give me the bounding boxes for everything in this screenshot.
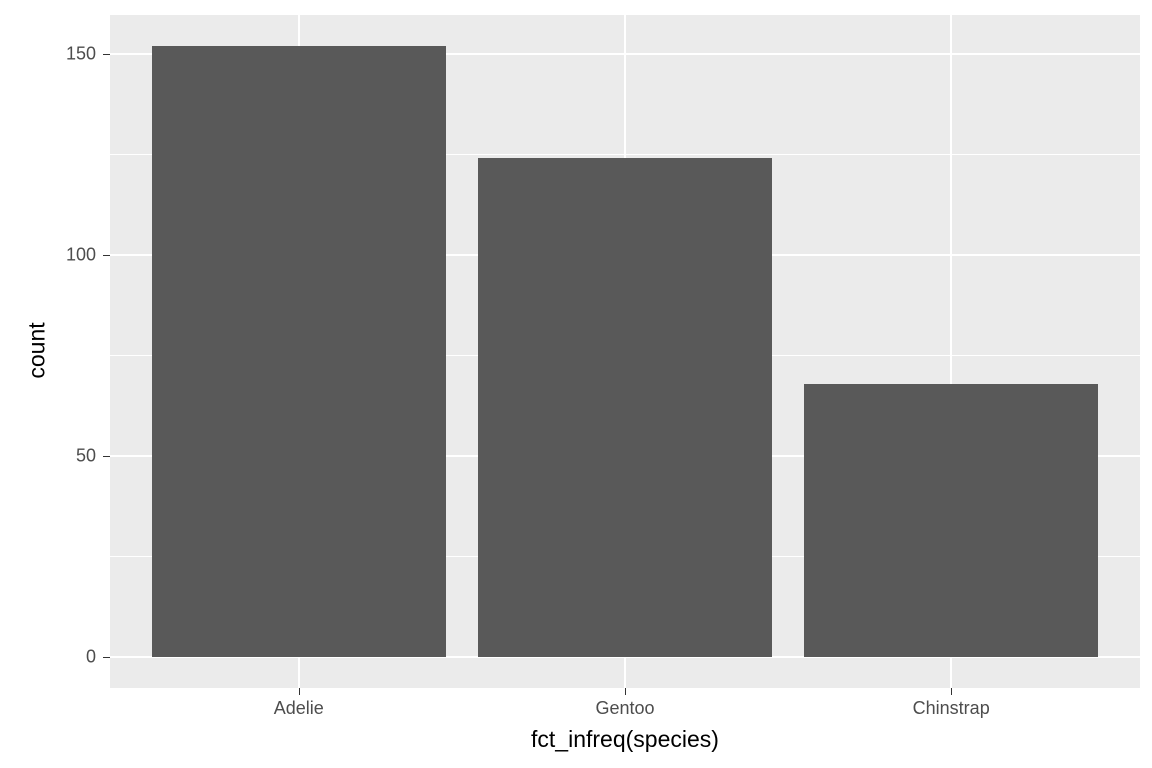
y-tick-mark [103, 456, 110, 457]
x-tick-label: Gentoo [595, 698, 654, 719]
y-tick-label: 100 [0, 244, 96, 265]
y-tick-mark [103, 657, 110, 658]
plot-panel [110, 15, 1140, 688]
bar [152, 46, 446, 658]
bar [478, 158, 772, 657]
x-tick-mark [625, 688, 626, 695]
y-tick-label: 0 [0, 647, 96, 668]
x-axis-title: fct_infreq(species) [110, 726, 1140, 753]
y-axis-title: count [24, 320, 51, 380]
bar-chart: count fct_infreq(species) 0 50 100 150 Adeli… [0, 0, 1152, 768]
y-tick-label: 150 [0, 43, 96, 64]
x-tick-mark [951, 688, 952, 695]
bar [804, 384, 1098, 658]
x-tick-label: Adelie [274, 698, 324, 719]
x-tick-label: Chinstrap [913, 698, 990, 719]
y-tick-mark [103, 255, 110, 256]
x-tick-mark [299, 688, 300, 695]
y-tick-mark [103, 54, 110, 55]
y-tick-label: 50 [0, 446, 96, 467]
